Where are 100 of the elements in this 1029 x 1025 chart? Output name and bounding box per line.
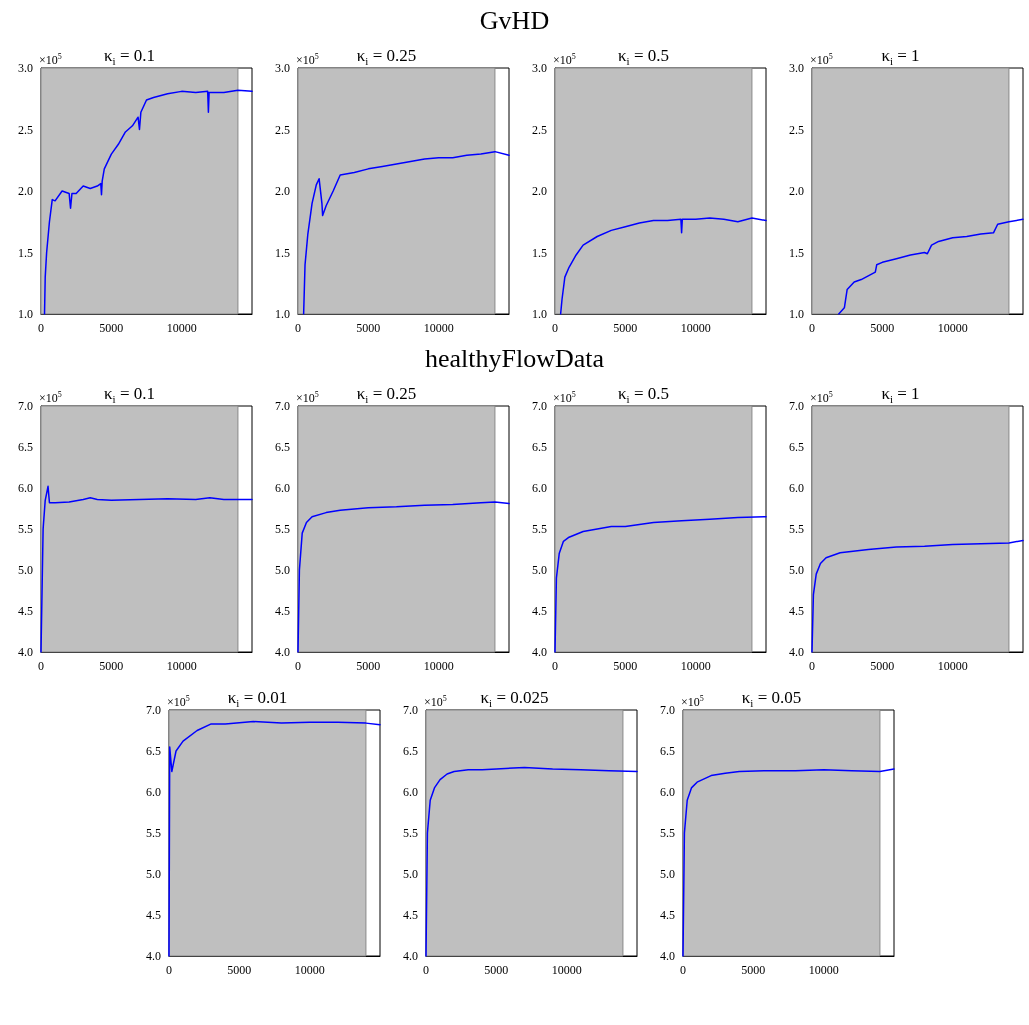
x-tick-label: 10000 (680, 321, 711, 335)
y-tick-label: 5.0 (660, 867, 675, 881)
y-tick-label: 4.0 (17, 645, 33, 659)
x-tick-label: 10000 (551, 963, 582, 977)
y-tick-label: 6.5 (660, 744, 675, 758)
y-tick-label: 6.0 (531, 481, 547, 495)
y-tick-label: 1.5 (17, 245, 33, 260)
y-tick-label: 4.5 (17, 604, 33, 618)
x-tick-label: 0 (294, 321, 301, 335)
y-tick-label: 4.5 (146, 908, 161, 922)
x-tick-label: 10000 (423, 659, 454, 673)
x-tick-label: 10000 (808, 963, 839, 977)
line-series (43, 89, 253, 315)
y-tick-label: 6.0 (146, 785, 161, 799)
y-tick-label: 4.0 (660, 949, 675, 963)
y-tick-label: 1.0 (17, 307, 33, 321)
y-tick-label: 2.5 (531, 122, 547, 137)
y-tick-label: 5.0 (531, 563, 547, 577)
y-tick-label: 7.0 (403, 703, 418, 717)
y-tick-label: 7.0 (274, 399, 290, 413)
x-tick-label: 5000 (98, 321, 123, 335)
y-tick-label: 2.5 (788, 122, 804, 137)
x-tick-label: 5000 (869, 659, 894, 673)
y-tick-label: 5.0 (788, 563, 804, 577)
line-series (302, 150, 510, 315)
x-tick-label: 0 (37, 659, 44, 673)
y-tick-label: 2.5 (17, 122, 33, 137)
y-tick-label: 2.0 (788, 184, 804, 198)
x-tick-label: 5000 (869, 321, 894, 335)
y-tick-label: 5.5 (146, 826, 161, 840)
x-tick-label: 10000 (166, 321, 197, 335)
x-tick-label: 0 (808, 321, 815, 335)
line-series (425, 766, 638, 957)
y-tick-label: 5.5 (531, 522, 547, 536)
x-tick-label: 0 (37, 321, 44, 335)
y-tick-label: 2.0 (274, 184, 290, 198)
y-tick-label: 2.5 (274, 122, 290, 137)
y-tick-label: 5.5 (660, 826, 675, 840)
y-tick-label: 7.0 (17, 399, 33, 413)
x-tick-label: 5000 (484, 963, 509, 977)
x-tick-label: 0 (808, 659, 815, 673)
x-tick-label: 5000 (612, 321, 637, 335)
x-tick-label: 5000 (355, 659, 380, 673)
x-tick-label: 5000 (741, 963, 766, 977)
x-tick-label: 10000 (166, 659, 197, 673)
y-tick-label: 4.5 (660, 908, 675, 922)
x-tick-label: 5000 (355, 321, 380, 335)
y-tick-label: 3.0 (17, 61, 33, 75)
y-tick-label: 2.0 (17, 184, 33, 198)
y-tick-label: 6.0 (403, 785, 418, 799)
y-tick-label: 4.5 (403, 908, 418, 922)
x-tick-label: 10000 (423, 321, 454, 335)
x-tick-label: 0 (551, 321, 558, 335)
y-tick-label: 4.5 (531, 604, 547, 618)
y-tick-label: 3.0 (788, 61, 804, 75)
y-tick-label: 1.5 (531, 245, 547, 260)
x-tick-label: 10000 (680, 659, 711, 673)
x-tick-label: 0 (166, 963, 172, 977)
y-tick-label: 4.0 (531, 645, 547, 659)
y-tick-label: 7.0 (660, 703, 675, 717)
line-series (810, 539, 1024, 653)
y-tick-label: 6.5 (274, 440, 290, 454)
y-tick-label: 4.0 (274, 645, 290, 659)
y-tick-label: 5.5 (788, 522, 804, 536)
y-tick-label: 4.0 (788, 645, 804, 659)
line-series (559, 217, 767, 315)
y-tick-label: 3.0 (274, 61, 290, 75)
x-tick-label: 5000 (612, 659, 637, 673)
y-tick-label: 4.5 (274, 604, 290, 618)
y-tick-label: 5.0 (17, 563, 33, 577)
y-tick-label: 5.0 (403, 867, 418, 881)
y-tick-label: 1.0 (274, 307, 290, 321)
y-tick-label: 6.0 (660, 785, 675, 799)
line-series (39, 485, 253, 653)
text: healthyFlowData (423, 343, 606, 375)
y-tick-label: 3.0 (531, 61, 547, 75)
y-tick-label: 1.5 (788, 245, 804, 260)
y-tick-label: 6.5 (146, 744, 161, 758)
line-series (553, 515, 767, 653)
y-tick-label: 5.5 (403, 826, 418, 840)
x-tick-label: 0 (294, 659, 301, 673)
y-tick-label: 1.0 (531, 307, 547, 321)
y-tick-label: 4.0 (403, 949, 418, 963)
x-tick-label: 5000 (98, 659, 123, 673)
y-tick-label: 4.0 (146, 949, 161, 963)
y-tick-label: 7.0 (531, 399, 547, 413)
y-tick-label: 1.5 (274, 245, 290, 260)
y-tick-label: 2.0 (531, 184, 547, 198)
x-tick-label: 0 (423, 963, 429, 977)
y-tick-label: 6.0 (274, 481, 290, 495)
y-tick-label: 5.0 (274, 563, 290, 577)
y-tick-label: 7.0 (788, 399, 804, 413)
y-tick-label: 4.5 (788, 604, 804, 618)
y-tick-label: 6.5 (403, 744, 418, 758)
y-tick-label: 6.5 (531, 440, 547, 454)
y-tick-label: 5.5 (17, 522, 33, 536)
line-series (682, 768, 895, 957)
line-series (837, 218, 1024, 315)
y-tick-label: 6.0 (17, 481, 33, 495)
y-tick-label: 6.5 (788, 440, 804, 454)
